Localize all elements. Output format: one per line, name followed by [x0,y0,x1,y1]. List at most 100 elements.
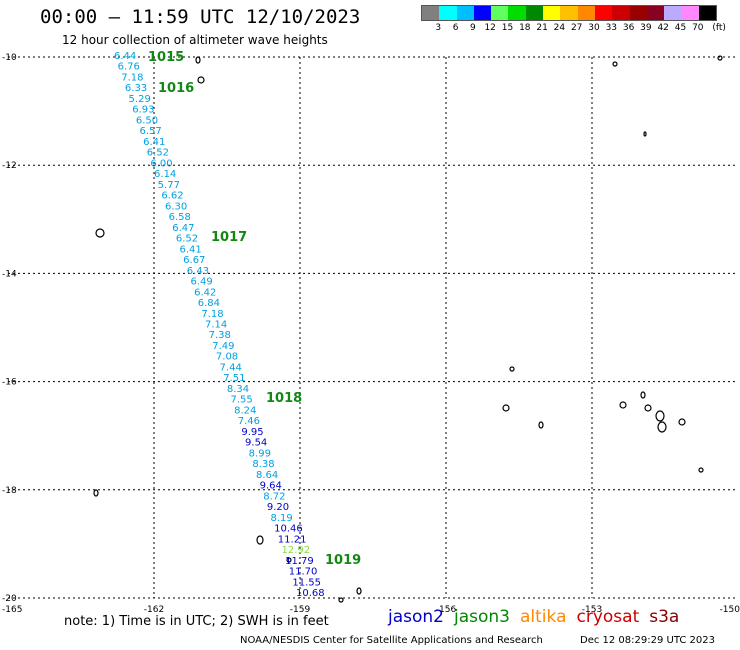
swh-value-label: 6.44 [114,51,136,62]
swh-value-label: 11.70 [289,567,318,578]
map-grid [8,56,738,599]
swh-value-label: 6.58 [169,212,191,223]
legend-label: 70 [692,23,704,33]
mission-label-s3a: s3a [649,607,680,627]
swh-value-label: 7.38 [209,330,231,341]
swh-value-label: 7.44 [220,362,242,373]
x-tick-label: -165 [2,605,22,615]
pressure-label: 1017 [211,230,247,245]
island-outline [197,76,205,84]
swh-value-label: 6.76 [118,62,140,73]
island-outline [356,587,362,595]
swh-value-label: 6.41 [180,244,202,255]
swh-value-label: 11.79 [285,556,314,567]
swh-value-label: 6.49 [190,277,212,288]
legend-color-bar [421,5,718,21]
pressure-label: 1019 [325,553,361,568]
swh-value-label: 6.47 [172,223,194,234]
map-subtitle: 12 hour collection of altimeter wave hei… [62,33,328,47]
x-tick-label: -159 [290,605,311,615]
swh-value-label: 6.50 [136,115,158,126]
swh-value-label: 7.46 [238,416,260,427]
mission-label-jason3: jason3 [454,607,510,627]
island-outline [95,228,105,238]
axis-tick-labels: -10 -12 -14 -16 -18 -20-165 -162 -159 -156 -153 -1… [2,53,740,615]
footer-note: note: 1) Time is in UTC; 2) SWH is in fe… [64,614,329,629]
swh-value-label: 5.29 [129,94,151,105]
pressure-label: 1018 [266,391,302,406]
y-tick-label: -16 [2,378,17,388]
island-outline [657,421,667,433]
swh-value-label: 8.19 [271,513,293,524]
y-tick-label: -12 [2,161,17,171]
mission-label-altika: altika [520,607,567,627]
legend-swatch [543,6,561,20]
legend-swatch [473,6,492,20]
legend-swatch [422,6,440,20]
satellite-track: 6.446.767.186.335.296.936.506.576.416.52… [114,51,325,599]
legend-label: 30 [588,23,600,33]
island-outline [655,410,665,422]
legend-swatch [664,6,682,20]
x-tick-label: -156 [436,605,457,615]
islands [93,55,723,603]
swh-value-label: 6.84 [198,298,220,309]
swh-value-label: 8.34 [227,384,249,395]
pressure-label: 1016 [158,81,194,96]
legend-swatch [508,6,526,20]
swh-value-label: 8.99 [249,448,271,459]
legend-swatch [525,6,544,20]
legend-label: 3 [435,23,442,33]
legend-label: 6 [452,23,459,33]
legend-label: 42 [657,23,669,33]
swh-value-label: 5.77 [158,180,180,191]
pressure-labels: 1015 1016 1017 1018 1019 [148,50,361,568]
wave-height-legend: 3 6 9 12 15 18 21 24 27 30 33 36 39 42 45 70 (ft) [421,5,726,33]
swh-value-label: 8.38 [252,459,274,470]
swh-value-label: 6.67 [183,255,205,266]
island-outline [698,467,704,473]
swh-value-label: 6.30 [165,201,187,212]
swh-value-label: 8.72 [263,491,285,502]
legend-label: 36 [622,23,635,33]
island-outline [538,421,544,429]
swh-value-label: 6.00 [150,158,172,169]
swh-value-label: 6.62 [161,191,183,202]
swh-value-label: 9.95 [241,427,263,438]
legend-label: 24 [553,23,566,33]
timestamp-text: Dec 12 08:29:29 UTC 2023 [580,635,715,646]
swh-value-label: 6.93 [132,105,154,116]
legend-label: 39 [640,23,652,33]
y-tick-label: -20 [2,594,17,604]
map-title: 00:00 – 11:59 UTC 12/10/2023 [40,6,361,28]
swh-value-label: 11.55 [292,577,321,588]
legend-label: 18 [519,23,531,33]
swh-value-label: 6.52 [176,234,198,245]
x-tick-label: -162 [144,605,164,615]
credit-text: NOAA/NESDIS Center for Satellite Applica… [240,635,543,646]
island-outline [509,366,515,372]
swh-value-label: 7.18 [121,72,143,83]
swh-value-label: 10.46 [274,524,303,535]
legend-label: 21 [536,23,548,33]
mission-legend: jason2 jason3 altika cryosat s3a [388,607,689,627]
y-tick-label: -10 [2,53,17,63]
y-tick-label: -18 [2,486,17,496]
swh-value-label: 12.92 [281,545,310,556]
legend-label: 15 [501,23,514,33]
y-tick-label: -14 [2,269,17,279]
mission-label-jason2: jason2 [388,607,444,627]
swh-value-label: 6.52 [147,148,169,159]
swh-value-label: 11.21 [278,534,307,545]
legend-swatch [698,6,717,20]
pressure-label: 1015 [148,50,184,65]
swh-value-label: 6.14 [154,169,176,180]
swh-value-label: 6.57 [139,126,161,137]
legend-swatch [491,6,509,20]
swh-value-label: 6.43 [187,266,209,277]
island-outline [640,391,646,399]
legend-label: 45 [674,23,687,33]
island-outline [643,131,647,137]
x-tick-label: -150 [720,605,740,615]
legend-label: 9 [470,23,476,33]
